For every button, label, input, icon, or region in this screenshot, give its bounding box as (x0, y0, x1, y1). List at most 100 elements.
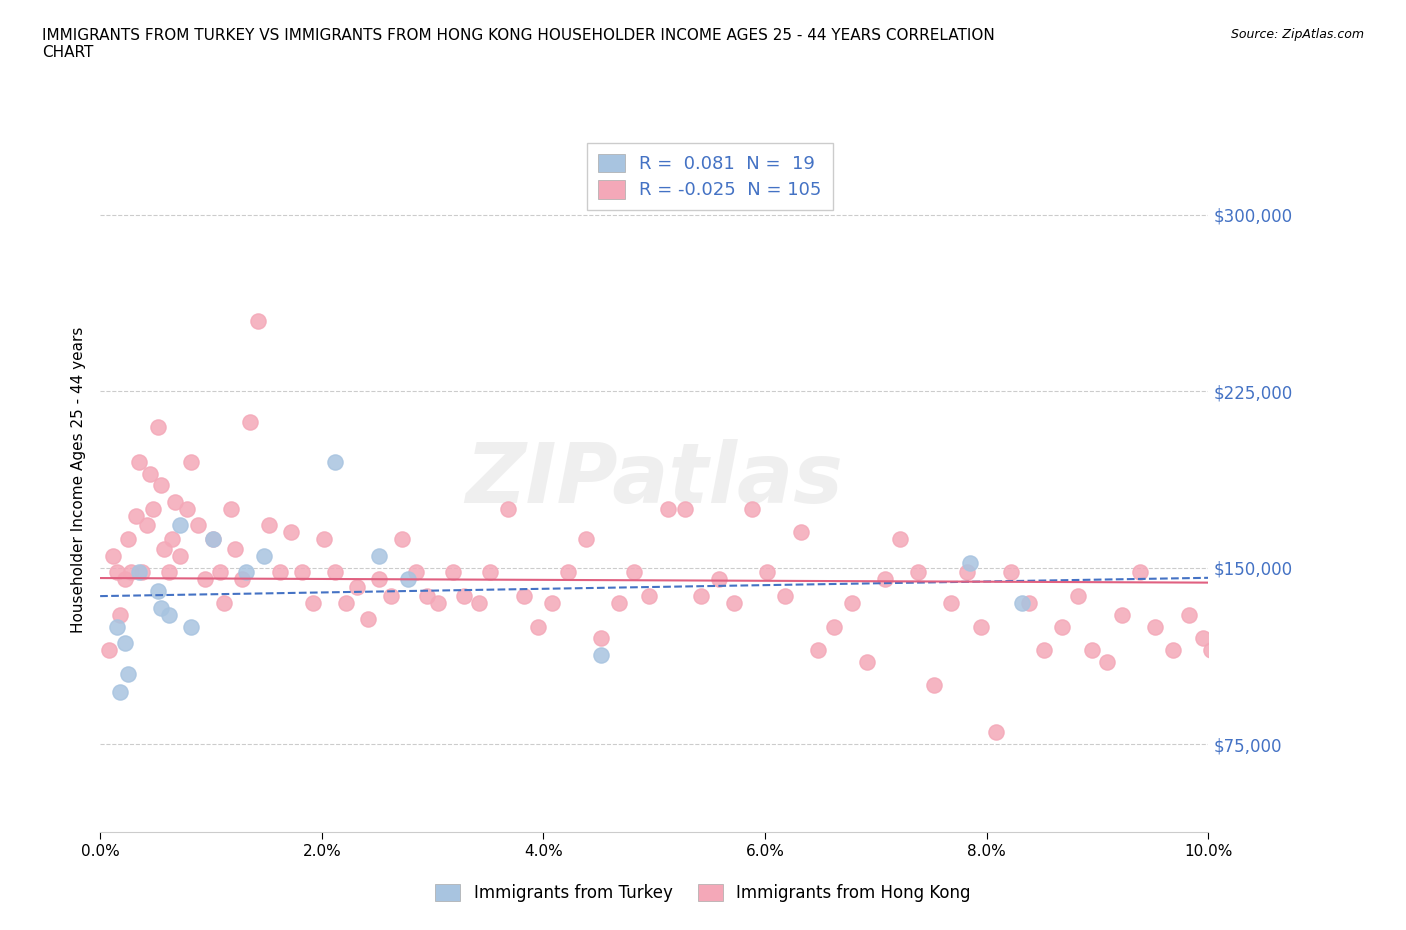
Point (1236, 690, 1258, 705)
Point (1050, 619, 1073, 634)
Point (1177, 607, 1199, 622)
Point (239, 415, 262, 430)
Point (741, 501, 763, 516)
Point (889, 532, 911, 547)
Point (150, 478, 173, 493)
Point (1033, 643, 1056, 658)
Point (120, 565, 142, 580)
Point (657, 501, 679, 516)
Point (1229, 631, 1251, 645)
Point (224, 541, 246, 556)
Point (841, 595, 863, 610)
Point (1111, 607, 1133, 622)
Legend: Immigrants from Turkey, Immigrants from Hong Kong: Immigrants from Turkey, Immigrants from … (426, 874, 980, 912)
Point (922, 678, 945, 693)
Point (959, 555, 981, 570)
Point (574, 532, 596, 547)
Point (591, 647, 613, 662)
Point (235, 565, 257, 580)
Text: ZIPatlas: ZIPatlas (465, 439, 844, 520)
Point (202, 532, 225, 547)
Point (1144, 619, 1167, 634)
Point (180, 455, 202, 470)
Point (1277, 595, 1299, 610)
Point (956, 565, 979, 580)
Point (907, 565, 929, 580)
Point (357, 612, 380, 627)
Point (368, 549, 391, 564)
Point (124, 509, 146, 524)
Point (114, 635, 136, 650)
Point (1211, 666, 1233, 681)
Point (105, 619, 128, 634)
Point (323, 455, 346, 470)
Point (202, 532, 225, 547)
Point (208, 565, 231, 580)
Point (623, 565, 645, 580)
Y-axis label: Householder Income Ages 25 - 44 years: Householder Income Ages 25 - 44 years (72, 326, 86, 632)
Point (291, 565, 314, 580)
Point (142, 501, 165, 516)
Point (541, 595, 564, 610)
Point (165, 495, 187, 510)
Point (789, 525, 811, 540)
Point (135, 518, 157, 533)
Point (128, 455, 150, 470)
Point (496, 501, 519, 516)
Point (103, 549, 125, 564)
Point (380, 589, 402, 604)
Point (427, 595, 450, 610)
Point (557, 565, 579, 580)
Point (591, 631, 613, 645)
Point (1218, 655, 1240, 670)
Point (1129, 565, 1152, 580)
Point (146, 584, 169, 599)
Point (108, 685, 131, 700)
Point (1254, 725, 1277, 740)
Point (335, 595, 357, 610)
Point (214, 595, 236, 610)
Point (176, 501, 198, 516)
Point (1199, 643, 1222, 658)
Point (180, 619, 202, 634)
Point (1192, 631, 1215, 645)
Point (527, 619, 550, 634)
Text: IMMIGRANTS FROM TURKEY VS IMMIGRANTS FROM HONG KONG HOUSEHOLDER INCOME AGES 25 -: IMMIGRANTS FROM TURKEY VS IMMIGRANTS FRO… (42, 28, 995, 60)
Point (873, 572, 896, 587)
Point (368, 572, 391, 587)
Point (114, 572, 136, 587)
Point (131, 565, 153, 580)
Point (160, 532, 183, 547)
Point (453, 589, 475, 604)
Point (346, 579, 368, 594)
Point (312, 532, 335, 547)
Point (823, 619, 845, 634)
Point (139, 466, 162, 481)
Point (970, 619, 993, 634)
Point (637, 589, 659, 604)
Point (194, 572, 217, 587)
Legend: R =  0.081  N =  19, R = -0.025  N = 105: R = 0.081 N = 19, R = -0.025 N = 105 (586, 142, 832, 210)
Point (108, 607, 131, 622)
Point (984, 725, 1007, 740)
Point (146, 419, 169, 434)
Point (231, 572, 253, 587)
Point (98, 643, 121, 658)
Point (416, 589, 439, 604)
Point (723, 595, 745, 610)
Point (396, 572, 419, 587)
Point (689, 589, 711, 604)
Point (1011, 595, 1033, 610)
Point (773, 589, 796, 604)
Point (1066, 589, 1088, 604)
Point (128, 565, 150, 580)
Point (257, 518, 280, 533)
Point (756, 565, 779, 580)
Point (302, 595, 325, 610)
Point (187, 518, 209, 533)
Point (512, 589, 534, 604)
Point (1161, 643, 1184, 658)
Point (105, 565, 128, 580)
Text: Source: ZipAtlas.com: Source: ZipAtlas.com (1230, 28, 1364, 41)
Point (157, 607, 180, 622)
